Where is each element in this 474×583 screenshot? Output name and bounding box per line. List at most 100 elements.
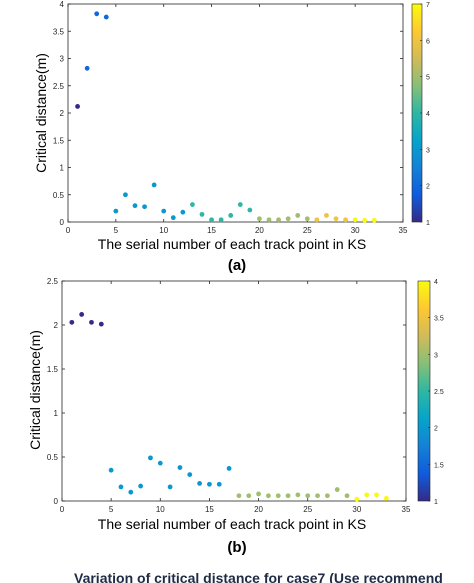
panel-b-point: [98, 321, 104, 327]
panel-b-xtick-label: 20: [254, 505, 263, 514]
panel-b-colorbar-tick-label: 2.5: [434, 389, 444, 396]
panel-a-point: [132, 203, 138, 209]
panel-b-point: [108, 467, 114, 473]
panel-a-point: [94, 11, 100, 17]
panel-a-point: [170, 215, 176, 221]
panel-b-xtick-label: 0: [60, 505, 65, 514]
panel-a-colorbar-tick-label: 7: [426, 2, 430, 9]
panel-b-plot: 0 5 10 15 20 25 30 35 0 0.5 1 1.5 2 2.5 1 1.5 2 2.5 3 3.5 4: [47, 277, 444, 514]
panel-b-point: [354, 496, 360, 502]
panel-b-ytick-label: 0: [54, 497, 59, 506]
panel-b-point: [226, 466, 232, 471]
panel-a-point: [266, 217, 272, 223]
panel-a-ytick-label: 4: [60, 0, 65, 9]
panel-a-point: [237, 202, 243, 207]
panel-b-point: [305, 493, 311, 499]
panel-a-axes-box: [67, 3, 404, 223]
panel-a-point: [333, 216, 339, 222]
panel-b-xtick-label: 30: [352, 505, 361, 514]
panel-a-point: [314, 217, 320, 223]
panel-a-point: [352, 217, 358, 223]
panel-b-xtick-label: 35: [402, 505, 411, 514]
panel-a-point: [304, 216, 310, 222]
panel-a-ytick-label: 1: [60, 164, 65, 173]
panel-a-label: (a): [228, 257, 246, 274]
panel-a-xlabel: The serial number of each track point in…: [98, 236, 366, 252]
panel-a-point: [228, 213, 234, 218]
panel-a-ytick-label: 3: [60, 55, 65, 64]
panel-b-colorbar-tick-label: 1.5: [434, 462, 444, 469]
panel-a-colorbar-tick-label: 3: [426, 147, 430, 154]
panel-a-xtick-label: 10: [159, 226, 168, 235]
panel-b-point: [275, 493, 281, 499]
panel-a-point: [324, 213, 329, 218]
panel-b-point: [364, 492, 370, 498]
panel-a-ytick-label: 3.5: [53, 27, 65, 36]
panel-a-ytick-label: 2: [60, 109, 65, 118]
panel-a-point: [190, 202, 195, 207]
panel-b-point: [138, 483, 144, 489]
panel-b-point: [216, 481, 222, 487]
panel-b-point: [315, 493, 320, 499]
panel-a-point: [362, 217, 368, 223]
panel-b-point: [177, 465, 183, 470]
panel-b-ytick-label: 1: [54, 409, 59, 418]
panel-b-point: [118, 484, 124, 490]
panel-b-point: [324, 493, 330, 499]
panel-b-colorbar-tick-label: 1: [434, 499, 438, 506]
panel-b: 0 5 10 15 20 25 30 3500.511.522.511.522.533.54 …: [27, 277, 444, 556]
panel-b-point: [246, 493, 252, 499]
panel-a-ytick-label: 1.5: [53, 136, 65, 145]
panel-a-xtick-label: 35: [399, 226, 408, 235]
panel-b-point: [157, 460, 163, 466]
panel-b-point: [69, 319, 75, 325]
panel-a-point: [84, 65, 90, 71]
panel-b-point: [285, 493, 291, 499]
panel-b-point: [197, 481, 203, 486]
panel-a-xtick-label: 5: [114, 226, 119, 235]
panel-a-point: [123, 192, 128, 198]
panel-b-label: (b): [227, 539, 246, 556]
panel-a-colorbar-tick-label: 6: [426, 38, 430, 45]
panel-a-point: [113, 208, 119, 214]
panel-b-xlabel: The serial number of each track point in…: [98, 516, 366, 532]
panel-a: 0 5 10 15 20 25 30 35 0 0.5 1 1.5 2 2.5 3 3.5 4 1 2 3 4 5 6 7 C…: [33, 0, 430, 274]
figure-caption: Variation of critical distance for case7…: [74, 570, 443, 583]
panel-b-xtick-label: 5: [109, 505, 114, 514]
panel-a-point: [285, 216, 291, 222]
panel-a-point: [209, 217, 214, 223]
panel-b-axes-box: [61, 280, 407, 502]
panel-a-xtick-label: 0: [66, 226, 71, 235]
panel-b-colorbar-tick-label: 4: [434, 279, 438, 286]
panel-b-point: [167, 484, 173, 490]
panel-a-point: [75, 104, 80, 109]
panel-a-point: [295, 213, 301, 218]
panel-a-xtick-label: 30: [351, 226, 360, 235]
panel-b-point: [128, 489, 134, 495]
panel-a-point: [142, 204, 147, 210]
panel-b-point: [148, 455, 153, 461]
panel-b-ylabel: Critical distance(m): [27, 330, 43, 450]
panel-a-point: [276, 217, 281, 223]
panel-b-point: [374, 492, 379, 498]
panel-b-ytick-label: 2.5: [47, 277, 59, 286]
panel-b-point: [295, 492, 301, 498]
panel-a-colorbar-tick-label: 1: [426, 220, 430, 227]
panel-a-xtick-label: 25: [303, 226, 312, 235]
panel-b-xtick-label: 10: [156, 505, 165, 514]
panel-b-ytick-label: 2: [54, 321, 59, 330]
panel-b-point: [344, 493, 350, 499]
panel-b-xtick-label: 15: [205, 505, 214, 514]
panel-a-point: [151, 182, 157, 188]
panel-b-xtick-label: 25: [303, 505, 312, 514]
panel-a-ylabel: Critical distance(m): [33, 53, 49, 173]
panel-a-point: [103, 14, 109, 20]
panel-a-xtick-label: 15: [207, 226, 216, 235]
panel-b-point: [79, 312, 85, 317]
panel-a-point: [218, 217, 224, 223]
panel-b-colorbar-tick-label: 3: [434, 352, 438, 359]
panel-a-colorbar-tick-label: 2: [426, 184, 430, 191]
panel-a-xtick-label: 20: [255, 226, 264, 235]
panel-a-colorbar-tick-label: 4: [426, 111, 430, 118]
